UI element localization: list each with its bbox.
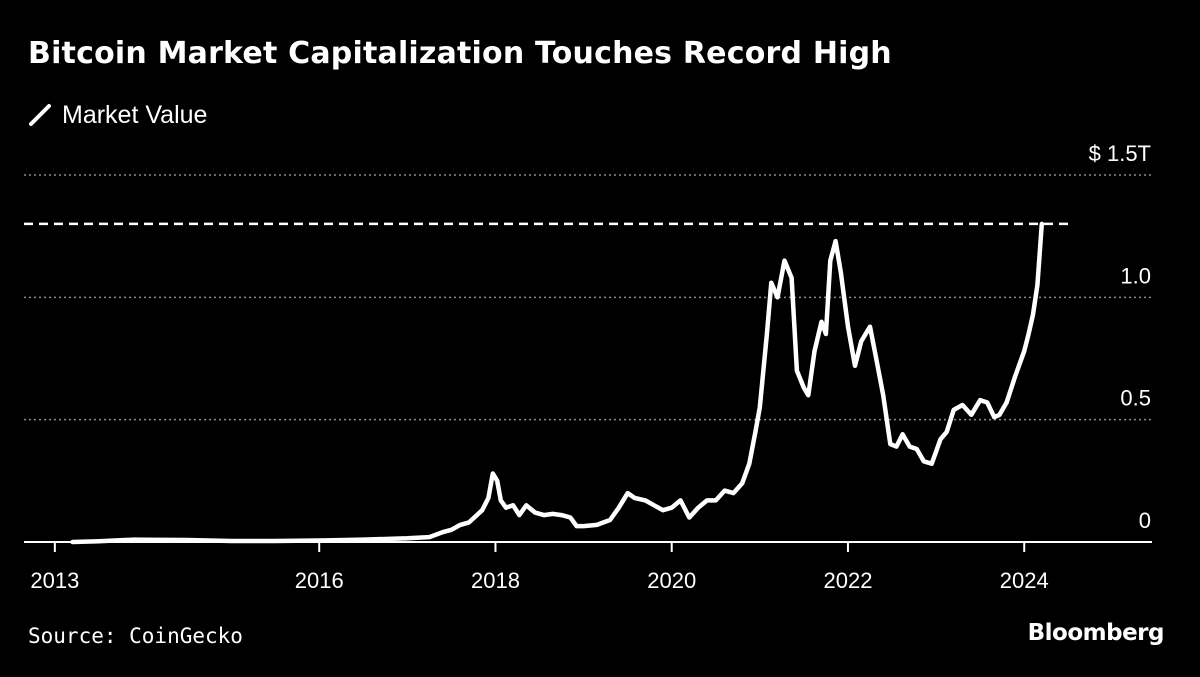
y-tick-label: 1.0 bbox=[1120, 263, 1151, 288]
x-tick-label: 2020 bbox=[647, 568, 696, 593]
legend-label: Market Value bbox=[62, 100, 208, 129]
chart-legend: Market Value bbox=[28, 100, 207, 130]
bloomberg-logo: Bloomberg bbox=[1027, 620, 1165, 646]
chart-title: Bitcoin Market Capitalization Touches Re… bbox=[28, 36, 892, 71]
x-tick-label: 2018 bbox=[471, 568, 520, 593]
y-tick-label: $ 1.5T bbox=[1089, 141, 1151, 166]
legend-line-icon bbox=[29, 104, 51, 126]
y-tick-label: 0 bbox=[1139, 508, 1151, 533]
x-tick-label: 2016 bbox=[295, 568, 344, 593]
source-note: Source: CoinGecko bbox=[28, 624, 243, 648]
x-tick-label: 2013 bbox=[30, 568, 79, 593]
series-line-market-value bbox=[70, 221, 1045, 545]
y-tick-label: 0.5 bbox=[1120, 386, 1151, 411]
x-tick-label: 2022 bbox=[823, 568, 872, 593]
x-tick-label: 2024 bbox=[1000, 568, 1049, 593]
